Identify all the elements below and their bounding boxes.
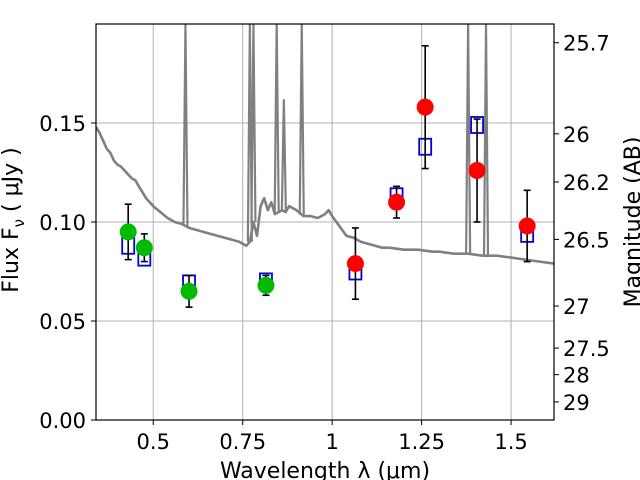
y-axis-label: Flux Fν ( μJy ) [0,147,28,292]
observed-point [468,162,486,180]
observed-point [518,217,536,235]
y-axis-label-main: Flux F [0,227,24,292]
emission-line-spike [482,24,490,256]
y2-tick-label: 29 [563,391,590,415]
emission-line-spike [250,24,257,223]
y-axis-label-unit: ( μJy ) [0,147,24,219]
y-axis-label-subscript: ν [10,219,28,227]
template-sed-line [96,126,554,265]
x-tick-label: 1.25 [398,430,445,454]
observed-point [180,282,198,300]
y-tick-label: 0.15 [39,112,86,136]
y2-tick-label: 25.7 [563,32,610,56]
emission-line-spike [273,24,280,214]
observed-point [388,193,406,211]
y2-tick-label: 28 [563,364,590,388]
y2-tick-label: 27.5 [563,337,610,361]
y-axis-right: 25.7 26 26.2 26.5 27 27.5 28 29 [554,32,610,415]
y-axis-left: 0.00 0.05 0.10 0.15 [39,112,96,433]
observed-point [257,276,275,294]
x-tick-label: 0.75 [219,430,266,454]
y2-tick-label: 26.2 [563,171,610,195]
observed-point [119,223,137,241]
observed-point [416,98,434,116]
x-axis-label: Wavelength λ (μm) [220,459,430,480]
y-tick-label: 0.05 [39,310,86,334]
emission-line-spike [182,24,189,226]
emission-line-spike [465,24,472,254]
y2-tick-label: 26.5 [563,228,610,252]
x-axis: 0.5 0.75 1 1.25 1.5 [137,420,528,454]
x-tick-label: 1 [325,430,338,454]
y2-tick-label: 26 [563,123,590,147]
observed-point [346,255,364,273]
x-tick-label: 0.5 [137,430,170,454]
y-tick-label: 0.10 [39,211,86,235]
observed-point [135,239,153,257]
emission-line-spike [298,24,305,215]
y2-axis-label: Magnitude (AB) [621,137,640,308]
y-tick-label: 0.00 [39,409,86,433]
y2-tick-label: 27 [563,295,590,319]
emission-line-spike [280,99,287,212]
plot-area [96,24,554,308]
x-tick-label: 1.5 [494,430,527,454]
